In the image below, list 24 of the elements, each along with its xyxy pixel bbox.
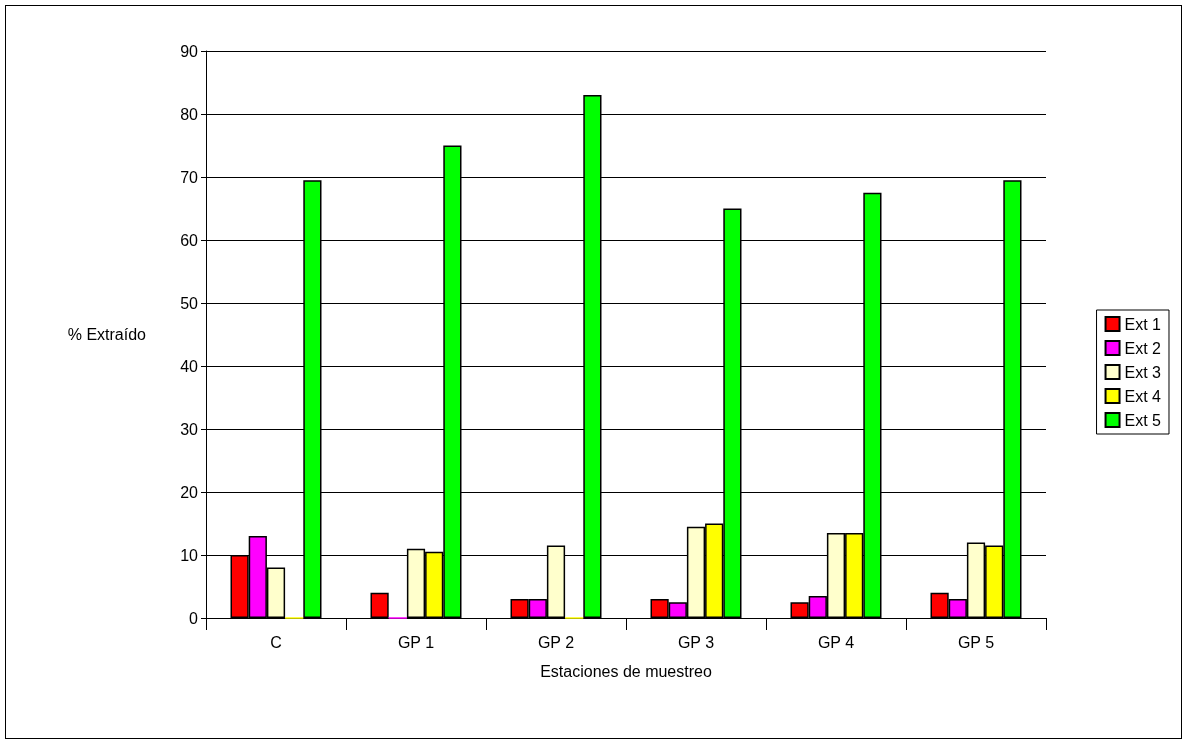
- x-tick-label: GP 2: [537, 633, 575, 651]
- x-tick-label: GP 5: [957, 633, 995, 651]
- y-tick-label: 30: [180, 420, 199, 438]
- legend-label: Ext 2: [1124, 339, 1162, 357]
- y-tick-label: 0: [189, 609, 199, 627]
- y-tick-label: 40: [180, 357, 199, 375]
- y-tick-label: 80: [180, 105, 199, 123]
- x-tick-label: GP 1: [397, 633, 435, 651]
- legend-label: Ext 3: [1124, 363, 1162, 381]
- bar: [370, 592, 389, 618]
- legend-label: Ext 1: [1124, 315, 1162, 333]
- x-axis-title: Estaciones de muestreo: [540, 662, 712, 680]
- legend-label: Ext 5: [1124, 411, 1162, 429]
- y-tick-label: 90: [180, 42, 199, 60]
- y-axis-title: % Extraído: [67, 326, 147, 343]
- y-tick-label: 60: [180, 231, 199, 249]
- legend-label: Ext 4: [1124, 387, 1162, 405]
- y-tick-label: 20: [180, 483, 199, 501]
- y-tick-label: 10: [180, 546, 199, 564]
- x-tick-label: C: [270, 633, 282, 651]
- y-tick-label: 70: [180, 168, 199, 186]
- x-tick-label: GP 4: [817, 633, 855, 651]
- y-tick-label: 50: [180, 294, 199, 312]
- x-tick-label: GP 3: [677, 633, 715, 651]
